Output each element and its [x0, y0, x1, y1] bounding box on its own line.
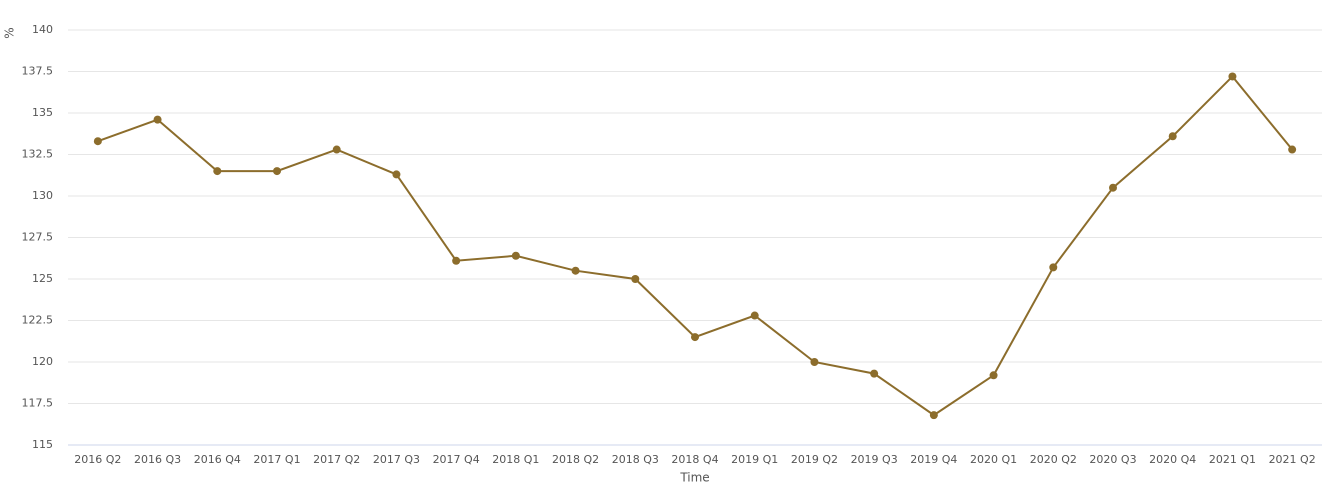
y-tick-label: 135 — [32, 106, 53, 119]
x-tick-label: 2019 Q1 — [731, 453, 778, 466]
data-point — [571, 266, 580, 275]
x-tick-label: 2018 Q1 — [492, 453, 539, 466]
x-tick-label: 2016 Q2 — [74, 453, 121, 466]
data-point — [750, 311, 759, 320]
x-tick-label: 2016 Q3 — [134, 453, 181, 466]
y-tick-label: 115 — [32, 438, 53, 451]
y-axis-title: % — [3, 27, 17, 38]
data-point — [929, 411, 938, 420]
data-point — [93, 137, 102, 146]
x-tick-label: 2017 Q3 — [373, 453, 420, 466]
x-axis-title: Time — [679, 471, 709, 485]
data-point — [511, 251, 520, 260]
data-point — [1049, 263, 1058, 272]
y-tick-label: 132.5 — [22, 148, 54, 161]
x-tick-label: 2017 Q1 — [253, 453, 300, 466]
x-tick-label: 2020 Q2 — [1030, 453, 1077, 466]
x-tick-label: 2017 Q2 — [313, 453, 360, 466]
data-point — [273, 167, 281, 176]
x-tick-label: 2020 Q4 — [1149, 453, 1196, 466]
x-tick-label: 2019 Q2 — [791, 453, 838, 466]
data-point — [392, 170, 401, 179]
y-tick-label: 127.5 — [22, 231, 54, 244]
data-point — [1109, 183, 1117, 192]
x-tick-label: 2019 Q4 — [910, 453, 957, 466]
data-point — [332, 145, 341, 154]
x-tick-label: 2021 Q1 — [1209, 453, 1256, 466]
y-tick-label: 125 — [32, 272, 53, 285]
data-point — [631, 275, 640, 283]
data-point — [870, 369, 879, 378]
data-point — [213, 167, 222, 176]
x-tick-label: 2020 Q3 — [1089, 453, 1136, 466]
x-tick-label: 2019 Q3 — [851, 453, 898, 466]
y-tick-label: 140 — [32, 23, 53, 36]
x-tick-label: 2018 Q3 — [612, 453, 659, 466]
y-tick-label: 137.5 — [22, 65, 54, 78]
data-point — [452, 256, 461, 265]
x-tick-label: 2016 Q4 — [194, 453, 241, 466]
data-point — [153, 115, 162, 124]
data-point — [691, 333, 699, 342]
x-tick-label: 2020 Q1 — [970, 453, 1017, 466]
data-point — [1168, 132, 1177, 141]
x-tick-label: 2021 Q2 — [1269, 453, 1316, 466]
y-tick-label: 130 — [32, 189, 53, 202]
data-point — [810, 358, 819, 366]
data-point — [1288, 145, 1297, 154]
data-point — [1228, 72, 1237, 81]
y-tick-label: 117.5 — [22, 397, 54, 410]
y-tick-label: 122.5 — [22, 314, 54, 327]
x-tick-label: 2018 Q2 — [552, 453, 599, 466]
x-tick-label: 2018 Q4 — [671, 453, 718, 466]
x-tick-label: 2017 Q4 — [433, 453, 480, 466]
data-line — [97, 74, 1293, 417]
data-point — [989, 371, 998, 380]
y-tick-label: 120 — [32, 355, 53, 368]
